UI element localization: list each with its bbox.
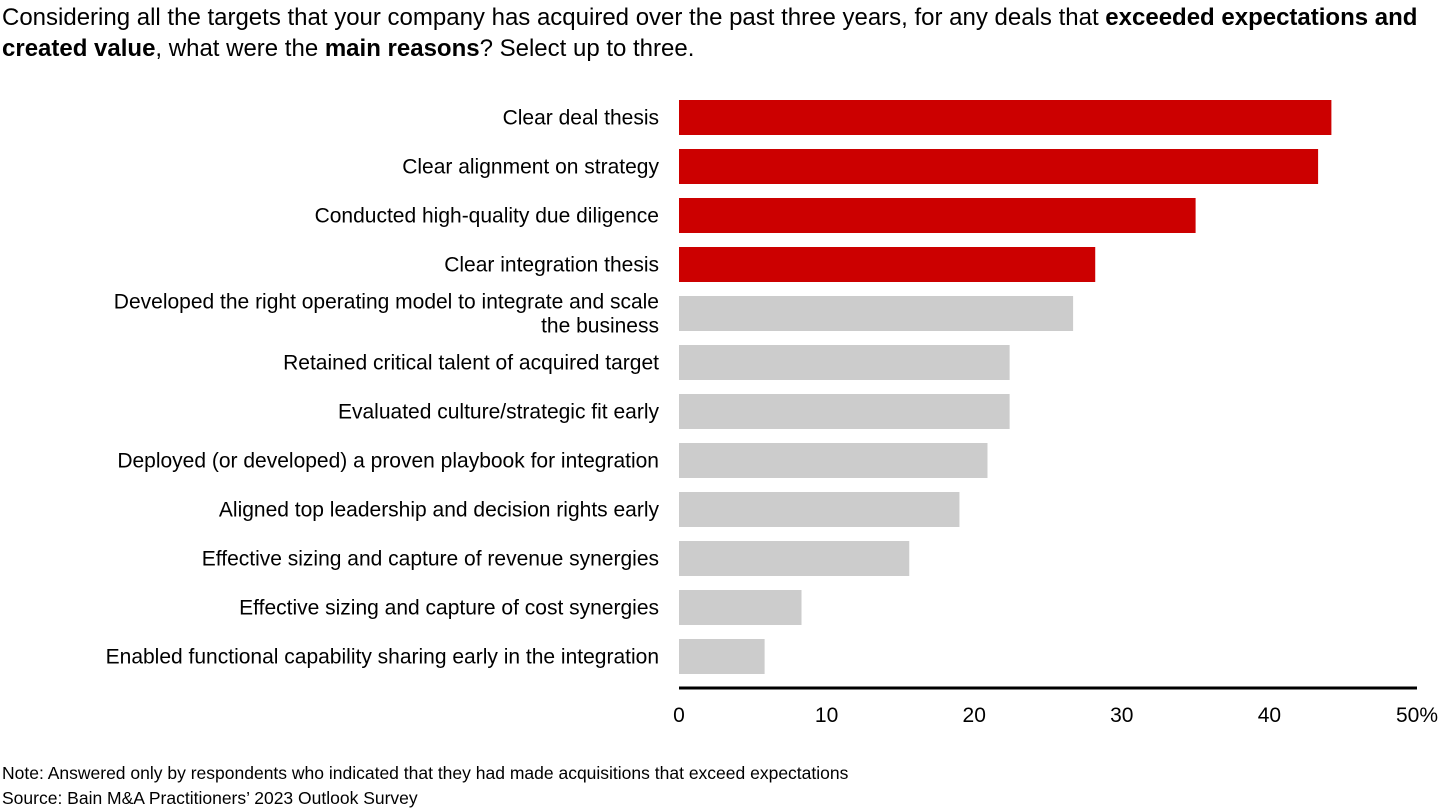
x-tick-label: 20 <box>963 704 986 727</box>
question-emphasis: exceeded expectations and created value <box>2 4 1418 62</box>
x-tick-label: 50% <box>1396 704 1438 727</box>
x-tick-label: 0 <box>673 704 685 727</box>
bar-chart: Clear deal thesis Clear alignment on stra… <box>106 100 1438 727</box>
category-label: Evaluated culture/strategic fit early <box>338 401 659 424</box>
category-label: Deployed (or developed) a proven playboo… <box>117 450 659 473</box>
category-label: Enabled functional capability sharing ea… <box>106 646 659 669</box>
bar <box>679 100 1332 135</box>
note-text: Note: Answered only by respondents who i… <box>2 763 849 783</box>
category-label: Aligned top leadership and decision righ… <box>219 499 660 522</box>
x-tick-label: 10 <box>815 704 838 727</box>
bar <box>679 639 765 674</box>
category-label: Developed the right operating model to i… <box>114 291 659 314</box>
category-label: Clear integration thesis <box>444 254 659 277</box>
bar <box>679 541 910 576</box>
bar <box>679 590 802 625</box>
category-label: Clear alignment on strategy <box>402 156 659 179</box>
bar <box>679 149 1319 184</box>
bar <box>679 296 1074 331</box>
category-label: Effective sizing and capture of cost syn… <box>239 597 659 620</box>
bar <box>679 247 1096 282</box>
question-emphasis: main reasons <box>324 35 480 62</box>
bar <box>679 198 1196 233</box>
category-label: Conducted high-quality due diligence <box>315 205 659 228</box>
bar <box>679 443 988 478</box>
category-label: Clear deal thesis <box>503 107 659 130</box>
question-text: , what were the <box>155 35 325 62</box>
chart-notes: Note: Answered only by respondents who i… <box>2 761 848 811</box>
bar <box>679 394 1010 429</box>
x-tick-label: 30 <box>1110 704 1133 727</box>
category-label: the business <box>541 315 659 338</box>
x-tick-label: 40 <box>1258 704 1281 727</box>
category-label: Retained critical talent of acquired tar… <box>283 352 659 375</box>
question-text: Considering all the targets that your co… <box>2 4 1106 31</box>
bar <box>679 492 960 527</box>
bar <box>679 345 1010 380</box>
category-label: Effective sizing and capture of revenue … <box>202 548 659 571</box>
chart-question-title: Considering all the targets that your co… <box>2 2 1438 64</box>
question-text: ? Select up to three. <box>479 35 695 62</box>
source-text: Source: Bain M&A Practitioners’ 2023 Out… <box>2 788 418 808</box>
